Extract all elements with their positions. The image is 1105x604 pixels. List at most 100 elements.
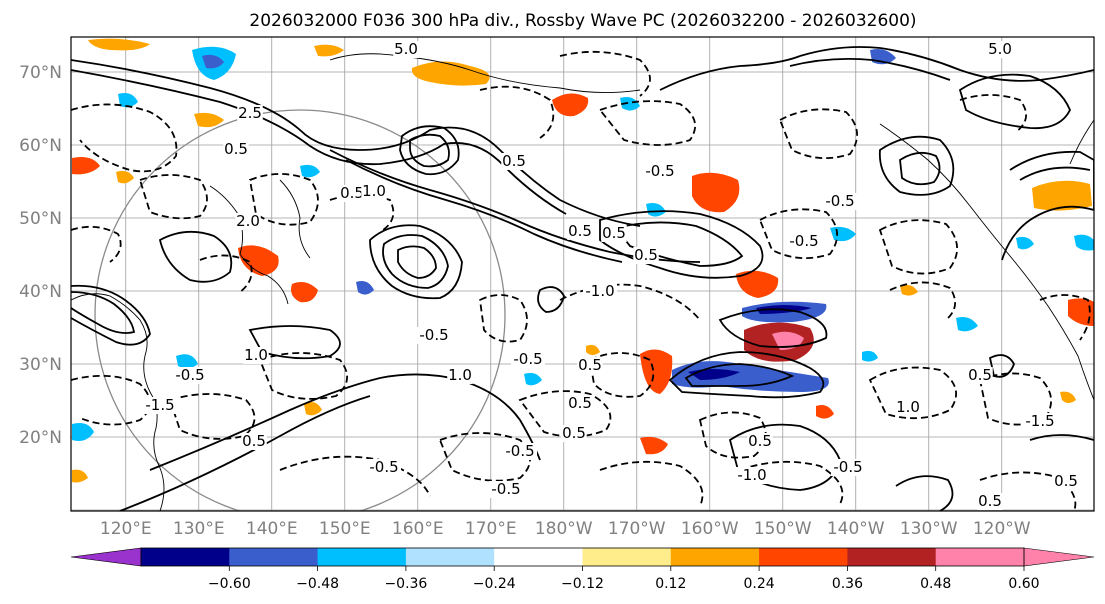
- contour-label-bg: [367, 459, 401, 476]
- coastline: [1069, 119, 1094, 165]
- colorbar-tick-label: 0.60: [1008, 576, 1039, 592]
- shade-positive-patch: [692, 172, 740, 213]
- contour-line: [614, 221, 744, 267]
- contour-label: 0.5: [748, 432, 772, 450]
- shade-positive-patch: [88, 38, 150, 51]
- contour-label-bg: [831, 459, 865, 476]
- contour-label-bg: [503, 443, 537, 460]
- contour-label-bg: [339, 185, 365, 202]
- contour-line: [71, 59, 641, 227]
- contour-line: [168, 393, 256, 440]
- contour-label: -0.5: [505, 442, 534, 460]
- shade-positive-patch: [1068, 298, 1094, 326]
- contour-line: [1019, 166, 1091, 181]
- contour-line: [659, 55, 801, 91]
- contour-label: 0.5: [224, 140, 248, 158]
- colorbar-tick-label: −0.24: [473, 576, 516, 592]
- contour-line: [479, 85, 555, 139]
- shade-positive-patch: [640, 436, 668, 455]
- contour-label: 0.5: [1054, 472, 1078, 490]
- shade-negative-patch: [1016, 236, 1034, 250]
- contour-label: 0.5: [562, 424, 586, 442]
- latitude-label: 20°N: [19, 428, 62, 448]
- contour-label: 0.5: [340, 184, 364, 202]
- contour-label: -0.5: [513, 350, 542, 368]
- colorbar-tick-label: −0.48: [296, 576, 339, 592]
- colorbar-segment: [935, 548, 1025, 566]
- longitude-label: 150°W: [754, 519, 812, 539]
- contour-label: 1.0: [244, 346, 268, 364]
- contour-label-bg: [561, 425, 587, 442]
- latitude-label: 30°N: [19, 355, 62, 375]
- divergence-shading: [72, 38, 1094, 483]
- contour-label: -0.5: [789, 232, 818, 250]
- contour-labels: 5.0 5.02.50.50.51.00.52.00.5 0.5-0.5-0.50.…: [143, 40, 1079, 510]
- contour-label-bg: [447, 367, 473, 384]
- shade-negative-patch: [620, 97, 640, 111]
- contour-line: [71, 291, 136, 334]
- contour-line: [119, 395, 371, 511]
- shade-positive-patch: [640, 349, 673, 394]
- contour-label: 0.5: [242, 432, 266, 450]
- contour-line: [959, 94, 1027, 133]
- colorbar-tick-label: −0.12: [561, 576, 604, 592]
- contour-line: [698, 411, 767, 459]
- contour-label: 0.5: [568, 394, 592, 412]
- contour-label: -1.0: [737, 466, 766, 484]
- longitude-label: 130°E: [173, 519, 225, 539]
- shade-positive-patch: [586, 344, 600, 355]
- shade-negative-patch: [524, 372, 542, 386]
- shade-negative-patch: [300, 164, 320, 178]
- coastline: [279, 179, 311, 259]
- colorbar-segment: [582, 548, 672, 566]
- colorbar-segment: [405, 548, 495, 566]
- shade-negative-patch: [72, 423, 94, 441]
- contour-label-bg: [173, 367, 207, 384]
- contour-line: [739, 460, 844, 505]
- colorbar-tick-label: 0.36: [832, 576, 863, 592]
- contour-line: [789, 57, 951, 81]
- contour-line: [399, 125, 460, 176]
- contour-label: -0.5: [645, 162, 674, 180]
- colorbar-tick-label: 0.12: [655, 576, 686, 592]
- shade-positive-patch: [411, 61, 490, 86]
- contour-label-bg: [511, 351, 545, 368]
- contour-label: -0.5: [491, 480, 520, 498]
- contour-label-bg: [895, 399, 921, 416]
- longitude-label: 120°E: [100, 519, 152, 539]
- contour-line: [138, 174, 208, 220]
- contour-label-bg: [243, 347, 269, 364]
- colorbar: [70, 547, 1095, 567]
- shade-negative-patch: [118, 93, 138, 108]
- contour-line: [345, 159, 623, 263]
- contour-label: 0.5: [568, 222, 592, 240]
- contour-line: [158, 230, 233, 283]
- shade-negative-patch: [202, 54, 224, 69]
- contour-line: [382, 234, 449, 289]
- contour-label-bg: [601, 225, 627, 242]
- latitude-label: 50°N: [19, 209, 62, 229]
- contour-line: [559, 283, 701, 321]
- shade-positive-patch: [816, 405, 834, 419]
- contour-line: [559, 50, 651, 97]
- contour-label-bg: [787, 233, 821, 250]
- shade-negative-patch: [862, 350, 878, 362]
- longitude-label: 160°E: [392, 519, 444, 539]
- shade-positive-patch: [291, 282, 318, 303]
- shade-positive-patch: [72, 157, 100, 175]
- contour-line: [684, 363, 795, 387]
- longitude-label: 170°E: [465, 519, 517, 539]
- contour-line: [899, 151, 941, 186]
- contour-label: 0.5: [634, 246, 658, 264]
- longitude-label: 150°E: [319, 519, 371, 539]
- contour-line: [599, 460, 704, 507]
- contour-label: 5.0: [394, 40, 418, 58]
- contour-label-bg: [735, 467, 769, 484]
- contour-label-bg: [393, 41, 419, 58]
- contour-label-bg: [235, 213, 261, 230]
- shade-negative-patch: [672, 361, 829, 392]
- longitude-label: 160°W: [681, 519, 739, 539]
- contour-line: [71, 103, 178, 173]
- contour-label: 1.0: [896, 398, 920, 416]
